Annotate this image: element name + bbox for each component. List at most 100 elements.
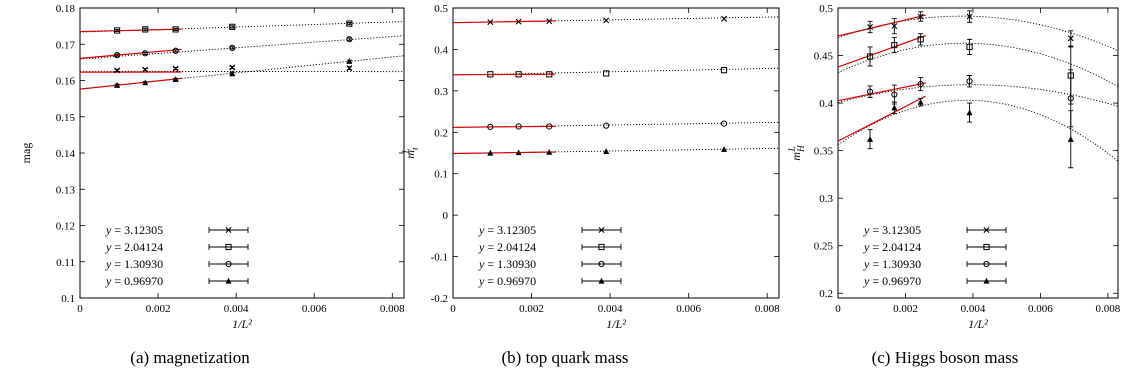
error-bar [173, 27, 179, 31]
data-point [966, 109, 973, 116]
legend-marker [225, 243, 232, 251]
error-bar [918, 33, 924, 46]
y-tick-label: 0.18 [56, 3, 76, 15]
chart-panel-2: 0 0.002 0.004 0.006 0.008 -0.2 -0.1 0 0.1 0.2 0.3 0… [401, 3, 780, 331]
data-point [172, 26, 179, 33]
fit-curve-dotted [838, 15, 1118, 52]
data-point [229, 23, 236, 30]
series-2 [80, 20, 404, 34]
series-4 [453, 146, 779, 156]
data-point [546, 18, 553, 25]
error-bar [867, 46, 873, 67]
error-bar [918, 76, 924, 92]
fit-curve-dotted [80, 35, 404, 60]
error-bar [142, 27, 148, 31]
series-2 [453, 67, 779, 78]
fit-line-red [838, 34, 926, 68]
y-axis-label: mag [19, 143, 33, 164]
legend-sample [208, 244, 249, 250]
y-tick-label: 0.45 [814, 51, 834, 63]
fit-line-red [453, 125, 556, 128]
x-tick-label: 0.006 [676, 303, 701, 315]
y-tick-label: -0.1 [431, 252, 448, 264]
fit-line-red [838, 14, 926, 37]
data-point [229, 70, 236, 77]
y-tick-label: 0.17 [56, 39, 76, 51]
plot-area [453, 15, 779, 156]
legend-marker [983, 243, 990, 251]
data-point [515, 18, 522, 25]
legend-sample [581, 261, 622, 267]
series-1 [80, 64, 404, 74]
data-point [917, 13, 924, 20]
fit-line-red [838, 82, 926, 102]
y-tick-label: 0.16 [56, 76, 76, 88]
legend-marker [225, 260, 232, 268]
series-4 [80, 55, 404, 90]
caption-c: (c) Higgs boson mass [871, 348, 1019, 367]
data-point [487, 149, 494, 156]
caption-a: (a) magnetization [130, 348, 250, 367]
data-point [917, 36, 924, 43]
legend-marker [225, 227, 232, 233]
plot-frame [837, 7, 1119, 299]
data-point [891, 104, 898, 111]
series-2 [838, 33, 1118, 105]
data-point [142, 26, 149, 33]
x-tick-label: 0.008 [755, 303, 780, 315]
legend-marker [983, 260, 990, 268]
data-point [603, 122, 610, 129]
x-tick-label: 0.004 [598, 303, 623, 315]
series-3 [80, 35, 404, 60]
data-point [721, 15, 728, 22]
y-tick-label: 0.3 [819, 193, 833, 205]
legend-marker [598, 277, 605, 284]
data-point [113, 27, 121, 34]
legend-marker [598, 260, 605, 268]
data-point [487, 71, 494, 78]
legend-entry-label: y = 2.04124 [863, 240, 921, 254]
x-axis-label: 1/L² [968, 317, 988, 331]
error-bar [114, 28, 120, 33]
data-point [891, 23, 898, 30]
legend-marker [983, 277, 990, 284]
data-point [346, 65, 353, 72]
data-point [346, 20, 353, 27]
data-point [867, 136, 874, 142]
data-point [346, 58, 353, 64]
fit-line-red [453, 20, 556, 24]
data-point [966, 78, 973, 85]
legend-sample [208, 261, 249, 267]
x-axis-label: 1/L² [232, 317, 252, 331]
data-point [113, 52, 121, 59]
error-bar [114, 53, 120, 57]
data-point [546, 148, 553, 155]
data-point [142, 50, 149, 57]
y-tick-label: -0.2 [431, 293, 448, 305]
data-point [966, 43, 973, 51]
data-point [142, 79, 149, 86]
data-point [172, 47, 179, 54]
x-tick-label: 0.002 [893, 303, 918, 315]
error-bar [142, 51, 148, 55]
x-tick-label: 0.006 [1028, 303, 1053, 315]
fit-line-red [80, 48, 182, 59]
data-point [114, 82, 121, 88]
legend-entry-label: y = 3.12305 [105, 223, 163, 237]
data-point [891, 41, 898, 49]
x-tick-label: 0.008 [380, 303, 405, 315]
data-point [487, 19, 494, 26]
x-axis-label: 1/L² [606, 317, 626, 331]
series-3 [453, 120, 779, 131]
data-point [546, 123, 553, 130]
error-bar [346, 22, 352, 26]
data-point [966, 13, 973, 20]
series-3 [838, 69, 1118, 128]
y-tick-label: 0.13 [56, 184, 76, 196]
fit-line-red [80, 77, 182, 90]
fit-line-red [838, 95, 926, 142]
fit-curve-dotted [838, 42, 1118, 87]
fit-curve-dotted [838, 84, 1118, 107]
legend-entry-label: y = 3.12305 [863, 223, 921, 237]
